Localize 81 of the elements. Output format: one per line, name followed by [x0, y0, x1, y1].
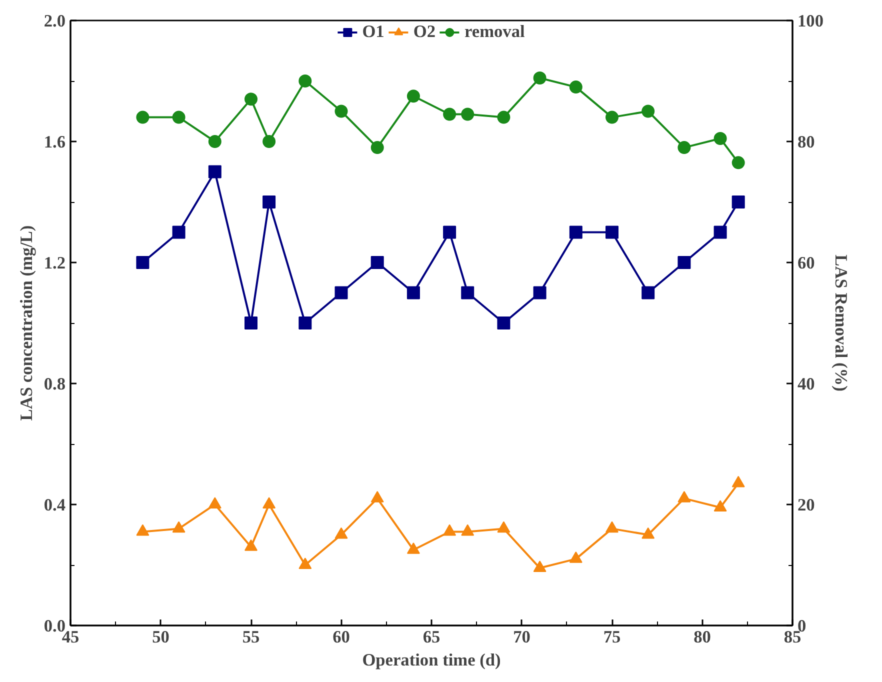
- point: [569, 226, 582, 239]
- x-tick-label: 50: [152, 628, 170, 646]
- point: [262, 135, 276, 148]
- point: [136, 110, 150, 124]
- point: [678, 256, 691, 269]
- y-tick-label: 2.0: [44, 12, 66, 30]
- point: [443, 108, 456, 121]
- point: [533, 286, 546, 300]
- point: [406, 286, 420, 300]
- point: [732, 156, 745, 170]
- point: [334, 104, 348, 118]
- point: [334, 286, 348, 300]
- point: [244, 316, 258, 330]
- y2-tick-label: 100: [798, 12, 824, 30]
- legend-label: removal: [464, 22, 525, 42]
- point: [136, 256, 150, 269]
- point: [678, 491, 691, 502]
- point: [714, 132, 727, 145]
- point: [497, 521, 510, 533]
- point: [298, 558, 312, 569]
- y-tick-label: 1.6: [44, 132, 66, 152]
- point: [732, 196, 745, 208]
- point: [569, 552, 582, 563]
- point: [370, 256, 384, 269]
- legend-label: O2: [413, 22, 436, 42]
- y-tick-label: 0.4: [44, 496, 66, 514]
- point: [172, 521, 186, 533]
- point: [461, 524, 474, 536]
- point: [606, 110, 618, 124]
- point: [262, 497, 276, 508]
- point: [172, 110, 186, 124]
- point: [497, 110, 510, 124]
- x-tick-label: 80: [694, 628, 711, 646]
- x-tick-label: 70: [513, 628, 530, 646]
- point: [172, 226, 186, 239]
- point: [714, 226, 727, 239]
- point: [406, 90, 420, 103]
- y2-axis-title: LAS Removal (%): [831, 254, 850, 392]
- point: [606, 226, 618, 239]
- x-tick-label: 60: [332, 628, 350, 646]
- point: [208, 497, 222, 508]
- x-tick-label: 55: [242, 628, 260, 646]
- point: [370, 491, 384, 502]
- point: [678, 141, 691, 154]
- point: [244, 539, 258, 551]
- point: [606, 521, 618, 533]
- point: [443, 524, 456, 536]
- point: [461, 108, 474, 121]
- y-tick-label: 1.2: [44, 254, 66, 272]
- point: [298, 316, 312, 330]
- point: [208, 135, 222, 148]
- y-tick-label: 0.8: [44, 374, 66, 394]
- point: [244, 92, 258, 106]
- y2-tick-label: 60: [798, 254, 815, 272]
- point: [208, 165, 222, 178]
- point: [443, 226, 456, 239]
- point: [569, 80, 582, 94]
- point: [642, 527, 655, 539]
- point: [714, 500, 727, 512]
- point: [533, 71, 546, 84]
- x-tick-label: 75: [603, 628, 621, 646]
- point: [298, 74, 312, 88]
- y-tick-label: 0.0: [44, 616, 66, 636]
- point: [136, 524, 150, 536]
- y2-tick-label: 40: [798, 374, 815, 394]
- point: [642, 286, 655, 300]
- point: [732, 476, 745, 488]
- x-tick-label: 65: [422, 628, 440, 646]
- point: [262, 196, 276, 208]
- legend-label: O1: [362, 22, 384, 42]
- y2-tick-label: 80: [798, 132, 815, 152]
- y2-tick-label: 20: [798, 496, 815, 514]
- point: [642, 104, 655, 118]
- point: [497, 316, 510, 330]
- y-axis-title: LAS concentration (mg/L): [16, 225, 36, 421]
- point: [334, 527, 348, 539]
- point: [461, 286, 474, 300]
- point: [370, 141, 384, 154]
- point: [533, 560, 546, 572]
- point: [406, 542, 420, 554]
- x-axis-title: Operation time (d): [362, 650, 502, 670]
